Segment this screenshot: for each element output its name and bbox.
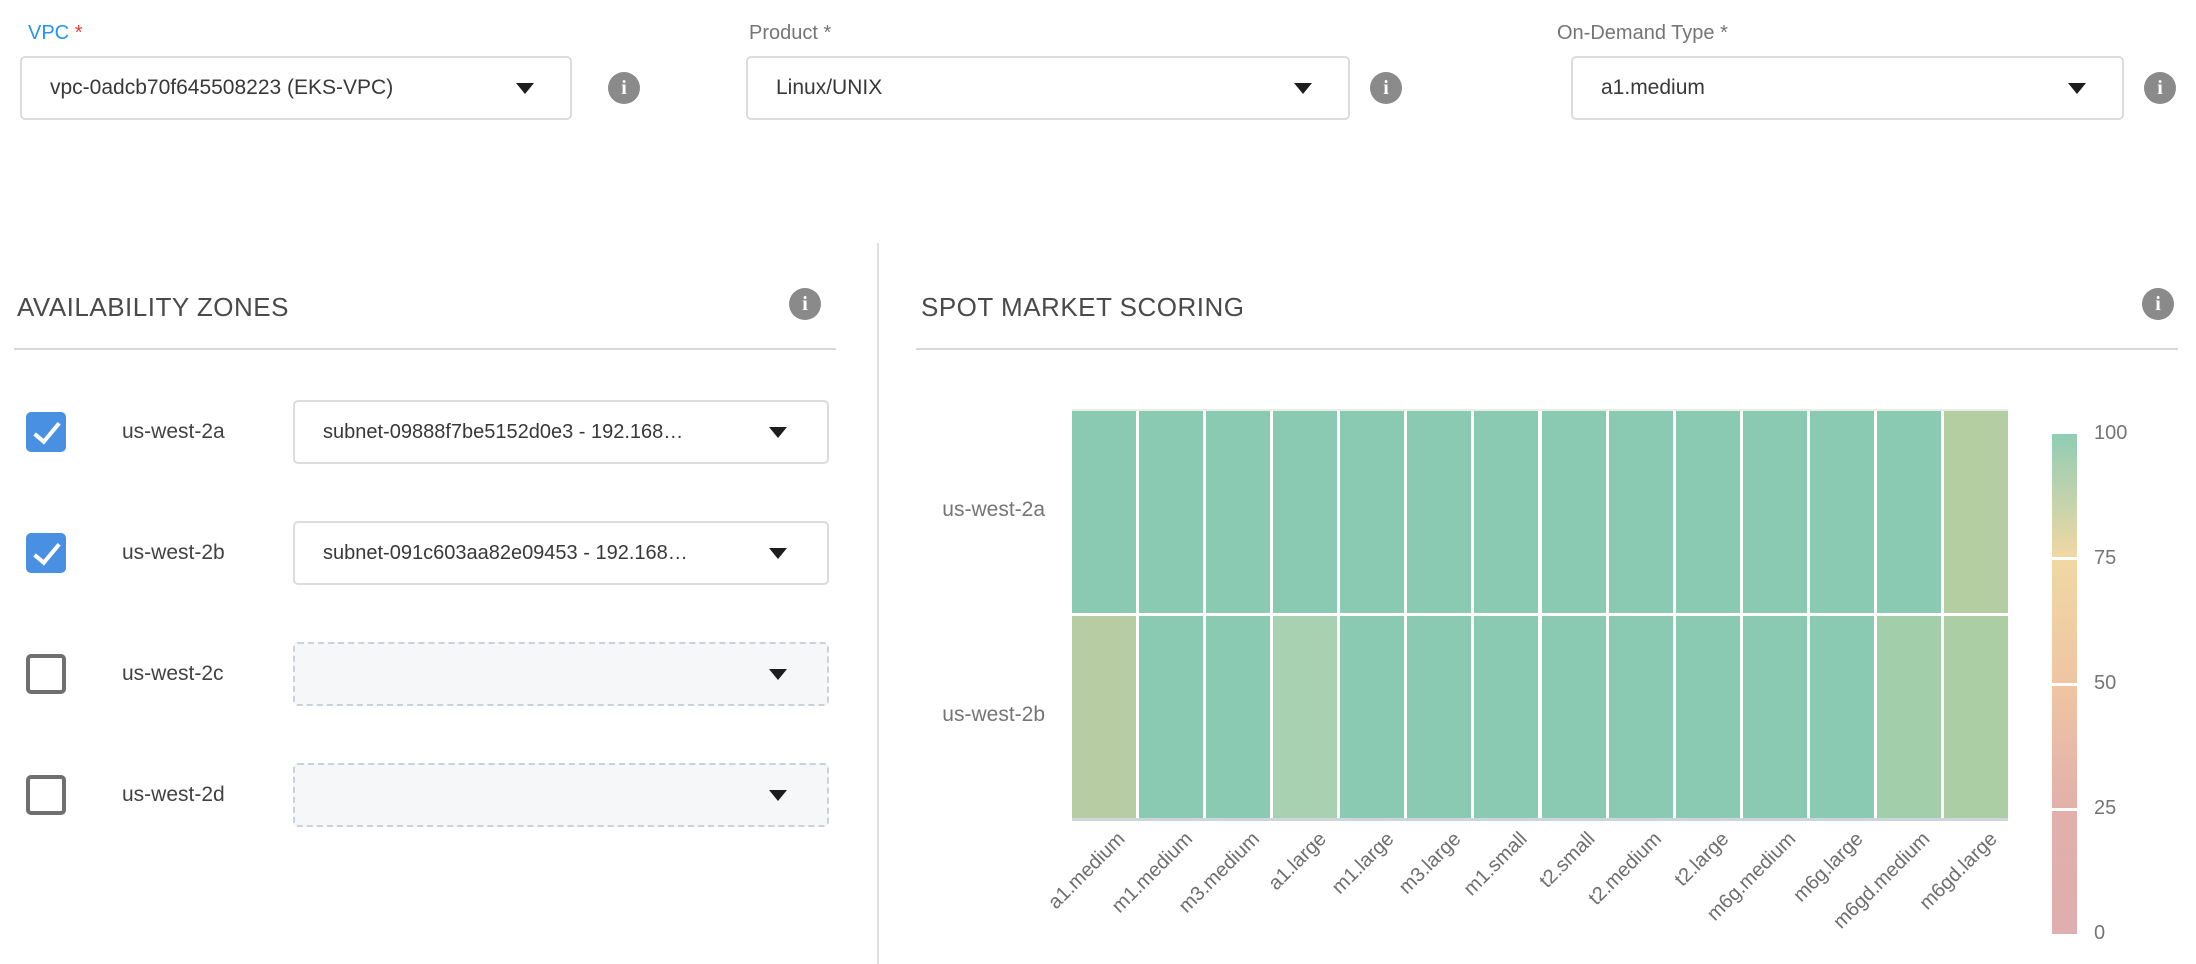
colorbar-segment <box>2052 434 2077 557</box>
heatmap-row-label: us-west-2b <box>900 703 1045 727</box>
heatmap-cell-us-west-2b-m1.large[interactable] <box>1340 616 1404 818</box>
spot-market-scoring-title: SPOT MARKET SCORING <box>921 292 1244 323</box>
chevron-down-icon <box>2068 83 2086 94</box>
chevron-down-icon <box>1294 83 1312 94</box>
vpc-label: VPC * <box>28 22 82 45</box>
availability-zones-title: AVAILABILITY ZONES <box>17 292 289 323</box>
heatmap-row-label: us-west-2a <box>900 498 1045 522</box>
heatmap-cell-us-west-2b-a1.medium[interactable] <box>1072 616 1136 818</box>
heatmap-cell-us-west-2b-a1.large[interactable] <box>1273 616 1337 818</box>
heatmap-cell-us-west-2a-m6g.medium[interactable] <box>1743 411 1807 613</box>
heatmap-cell-us-west-2a-m6g.large[interactable] <box>1810 411 1874 613</box>
colorbar-segment <box>2052 560 2077 683</box>
chevron-down-icon <box>769 669 787 680</box>
zone-label: us-west-2d <box>122 783 225 807</box>
heatmap-cell-us-west-2a-m1.medium[interactable] <box>1139 411 1203 613</box>
heatmap-cell-us-west-2b-t2.small[interactable] <box>1542 616 1606 818</box>
heatmap-cell-us-west-2a-a1.large[interactable] <box>1273 411 1337 613</box>
heatmap-cell-us-west-2a-t2.large[interactable] <box>1676 411 1740 613</box>
heatmap-col-label-text: t2.small <box>1535 828 1600 893</box>
zone-label: us-west-2a <box>122 420 225 444</box>
heatmap-cell-us-west-2b-m3.medium[interactable] <box>1206 616 1270 818</box>
subnet-select-value: subnet-09888f7be5152d0e3 - 192.168… <box>323 421 683 444</box>
heatmap-cell-us-west-2b-t2.medium[interactable] <box>1609 616 1673 818</box>
zone-checkbox-unchecked[interactable] <box>26 775 66 815</box>
zone-label: us-west-2c <box>122 662 224 686</box>
subnet-select[interactable] <box>293 763 829 827</box>
product-select-value: Linux/UNIX <box>776 76 882 100</box>
heatmap-cell-us-west-2b-m1.medium[interactable] <box>1139 616 1203 818</box>
subnet-select[interactable]: subnet-09888f7be5152d0e3 - 192.168… <box>293 400 829 464</box>
heatmap-cell-us-west-2a-m1.large[interactable] <box>1340 411 1404 613</box>
colorbar-tick-label: 75 <box>2094 547 2164 570</box>
product-required-mark: * <box>824 22 832 44</box>
heatmap-col-label-text: m3.large <box>1394 828 1465 899</box>
zone-checkbox-unchecked[interactable] <box>26 654 66 694</box>
heatmap-cell-us-west-2a-m1.small[interactable] <box>1474 411 1538 613</box>
zone-checkbox-checked[interactable] <box>26 412 66 452</box>
heatmap-cell-us-west-2b-m6gd.medium[interactable] <box>1877 616 1941 818</box>
heatmap-plot <box>1072 409 2008 821</box>
heatmap-cell-us-west-2b-m6g.medium[interactable] <box>1743 616 1807 818</box>
az-row-us-west-2d: us-west-2d <box>0 763 878 827</box>
on-demand-type-label: On-Demand Type * <box>1557 22 1728 45</box>
vpc-select-value: vpc-0adcb70f645508223 (EKS-VPC) <box>50 76 393 100</box>
spot-market-configuration-page: VPC * vpc-0adcb70f645508223 (EKS-VPC) i … <box>0 0 2196 964</box>
chevron-down-icon <box>769 427 787 438</box>
product-label-text: Product <box>749 22 818 44</box>
az-row-us-west-2c: us-west-2c <box>0 642 878 706</box>
on-demand-type-select[interactable]: a1.medium <box>1571 56 2124 120</box>
heatmap-col-label-text: t2.large <box>1670 828 1733 891</box>
spot-market-scoring-divider <box>916 348 2178 350</box>
heatmap-cell-us-west-2b-m3.large[interactable] <box>1407 616 1471 818</box>
az-row-us-west-2b: us-west-2b subnet-091c603aa82e09453 - 192… <box>0 521 878 585</box>
product-info-icon[interactable]: i <box>1370 72 1402 104</box>
heatmap-col-label-text: m1.small <box>1460 828 1533 901</box>
vpc-label-text: VPC <box>28 22 69 44</box>
heatmap-cell-us-west-2a-m6gd.medium[interactable] <box>1877 411 1941 613</box>
availability-zones-divider <box>14 348 836 350</box>
spot-market-scoring-info-icon[interactable]: i <box>2142 288 2174 320</box>
colorbar-tick-label: 100 <box>2094 422 2164 445</box>
subnet-select-value: subnet-091c603aa82e09453 - 192.168… <box>323 542 688 565</box>
heatmap-cell-us-west-2b-m6gd.large[interactable] <box>1944 616 2008 818</box>
heatmap-cell-us-west-2a-m6gd.large[interactable] <box>1944 411 2008 613</box>
colorbar <box>2052 434 2077 934</box>
vpc-info-icon[interactable]: i <box>608 72 640 104</box>
section-divider <box>877 243 879 964</box>
product-select[interactable]: Linux/UNIX <box>746 56 1350 120</box>
heatmap-col-label-text: m1.large <box>1327 828 1398 899</box>
zone-label: us-west-2b <box>122 541 225 565</box>
az-row-us-west-2a: us-west-2a subnet-09888f7be5152d0e3 - 192… <box>0 400 878 464</box>
colorbar-tick-label: 25 <box>2094 797 2164 820</box>
heatmap-cell-us-west-2a-m3.large[interactable] <box>1407 411 1471 613</box>
heatmap-cell-us-west-2b-m1.small[interactable] <box>1474 616 1538 818</box>
on-demand-type-label-text: On-Demand Type <box>1557 22 1715 44</box>
vpc-required-mark: * <box>75 22 83 44</box>
colorbar-tick-label: 50 <box>2094 672 2164 695</box>
heatmap-col-labels: a1.mediumm1.mediumm3.mediuma1.largem1.la… <box>1072 828 2008 964</box>
chevron-down-icon <box>516 83 534 94</box>
product-label: Product * <box>749 22 831 45</box>
heatmap-cell-us-west-2a-m3.medium[interactable] <box>1206 411 1270 613</box>
heatmap-cell-us-west-2b-m6g.large[interactable] <box>1810 616 1874 818</box>
colorbar-segment <box>2052 811 2077 934</box>
heatmap-col-label-text: a1.large <box>1264 828 1331 895</box>
vpc-select[interactable]: vpc-0adcb70f645508223 (EKS-VPC) <box>20 56 572 120</box>
heatmap-cell-us-west-2a-a1.medium[interactable] <box>1072 411 1136 613</box>
availability-zones-info-icon[interactable]: i <box>789 288 821 320</box>
subnet-select[interactable] <box>293 642 829 706</box>
colorbar-segment <box>2052 686 2077 809</box>
zone-checkbox-checked[interactable] <box>26 533 66 573</box>
heatmap-cell-us-west-2a-t2.medium[interactable] <box>1609 411 1673 613</box>
subnet-select[interactable]: subnet-091c603aa82e09453 - 192.168… <box>293 521 829 585</box>
chevron-down-icon <box>769 790 787 801</box>
chevron-down-icon <box>769 548 787 559</box>
colorbar-tick-label: 0 <box>2094 922 2164 945</box>
heatmap-cell-us-west-2a-t2.small[interactable] <box>1542 411 1606 613</box>
on-demand-type-info-icon[interactable]: i <box>2144 72 2176 104</box>
on-demand-type-select-value: a1.medium <box>1601 76 1705 100</box>
heatmap-cell-us-west-2b-t2.large[interactable] <box>1676 616 1740 818</box>
on-demand-type-required-mark: * <box>1720 22 1728 44</box>
